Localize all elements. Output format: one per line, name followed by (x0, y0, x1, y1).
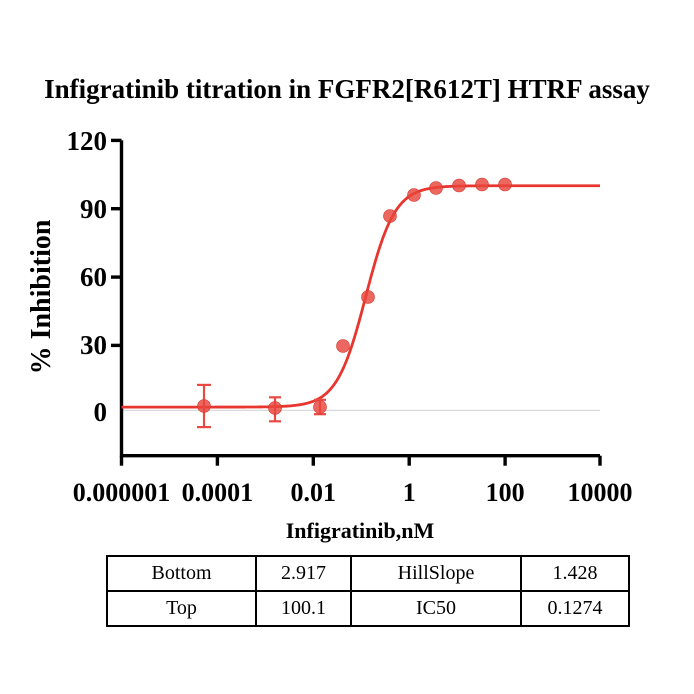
svg-text:10000: 10000 (568, 478, 633, 507)
svg-text:60: 60 (80, 262, 107, 292)
svg-text:0.01: 0.01 (291, 478, 337, 507)
svg-text:0: 0 (94, 397, 108, 427)
svg-text:90: 90 (80, 194, 107, 224)
svg-text:Infigratinib,nM: Infigratinib,nM (286, 518, 435, 543)
svg-text:30: 30 (80, 330, 107, 360)
svg-text:% Inhibition: % Inhibition (26, 219, 57, 374)
svg-text:0.000001: 0.000001 (73, 478, 171, 507)
svg-text:100: 100 (486, 478, 525, 507)
svg-text:120: 120 (67, 126, 108, 156)
svg-text:0.0001: 0.0001 (182, 478, 254, 507)
svg-text:1: 1 (403, 478, 416, 507)
